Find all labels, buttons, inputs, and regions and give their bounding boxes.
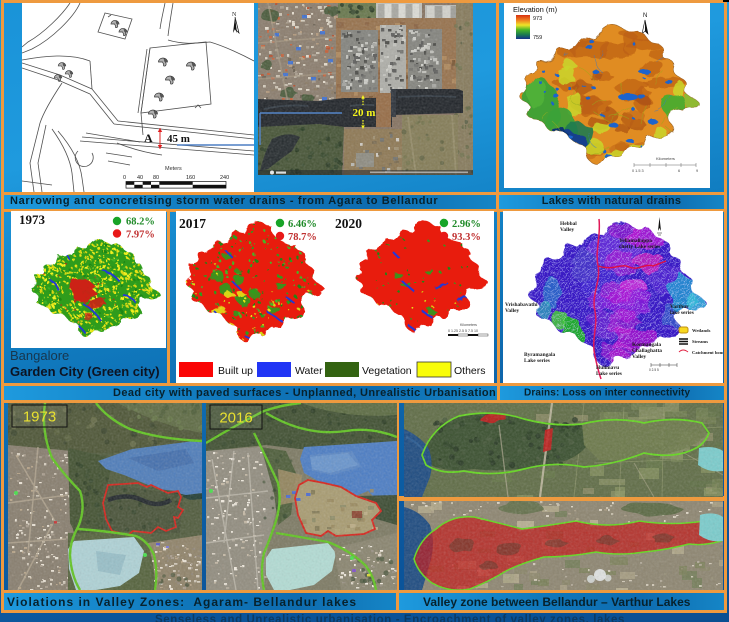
- svg-text:Valley: Valley: [505, 308, 519, 314]
- svg-text:93.3%: 93.3%: [452, 232, 481, 243]
- svg-text:Kormangala: Kormangala: [632, 342, 661, 348]
- svg-text:Wetlands: Wetlands: [692, 328, 711, 333]
- svg-text:2017: 2017: [179, 216, 206, 231]
- svg-text:Water: Water: [295, 365, 323, 377]
- svg-text:N: N: [643, 13, 647, 19]
- svg-text:1973: 1973: [23, 408, 56, 425]
- svg-text:Vegetation: Vegetation: [362, 365, 412, 377]
- svg-text:45 m: 45 m: [167, 133, 190, 145]
- svg-text:20 m: 20 m: [353, 107, 376, 119]
- svg-text:40: 40: [137, 175, 143, 181]
- svg-text:Challaghatta: Challaghatta: [632, 348, 662, 354]
- svg-text:Streams: Streams: [692, 339, 708, 344]
- svg-text:N: N: [232, 12, 237, 18]
- svg-text:240: 240: [220, 175, 229, 181]
- svg-text:2.96%: 2.96%: [452, 219, 481, 230]
- svg-text:973: 973: [533, 16, 542, 22]
- svg-text:Meters: Meters: [165, 166, 182, 172]
- svg-text:Built up: Built up: [218, 365, 253, 377]
- svg-text:759: 759: [533, 35, 542, 41]
- svg-text:Byramangala: Byramangala: [524, 352, 555, 358]
- svg-text:2020: 2020: [335, 216, 362, 231]
- svg-text:chetty Lake series: chetty Lake series: [619, 244, 660, 250]
- svg-text:Valley: Valley: [560, 227, 574, 233]
- svg-text:78.7%: 78.7%: [288, 232, 317, 243]
- svg-text:Kilometers: Kilometers: [656, 156, 675, 161]
- svg-text:0 1.5 3: 0 1.5 3: [632, 169, 644, 173]
- svg-text:Yellamallappa: Yellamallappa: [619, 238, 652, 244]
- svg-text:Valley: Valley: [632, 354, 646, 360]
- svg-text:2016: 2016: [219, 409, 252, 426]
- svg-text:Lake series: Lake series: [596, 371, 622, 377]
- svg-text:80: 80: [153, 175, 159, 181]
- svg-text:lake series: lake series: [670, 310, 694, 316]
- svg-text:Hulimavu: Hulimavu: [596, 365, 619, 371]
- svg-text:Lake series: Lake series: [524, 358, 550, 364]
- svg-text:0: 0: [123, 175, 126, 181]
- svg-text:6.46%: 6.46%: [288, 219, 317, 230]
- svg-text:1973: 1973: [19, 212, 46, 227]
- svg-text:Vrishabavathi: Vrishabavathi: [505, 302, 538, 308]
- svg-text:9: 9: [696, 169, 698, 173]
- svg-text:0 2.5 5: 0 2.5 5: [649, 368, 659, 372]
- svg-text:Catchment boundary: Catchment boundary: [692, 350, 723, 355]
- svg-text:A: A: [144, 131, 153, 145]
- svg-text:6: 6: [678, 169, 680, 173]
- svg-text:Varthur: Varthur: [670, 304, 689, 310]
- svg-text:Others: Others: [454, 365, 486, 377]
- svg-text:7.97%: 7.97%: [126, 230, 155, 241]
- svg-text:Hebbal: Hebbal: [560, 221, 577, 227]
- svg-text:Elevation (m): Elevation (m): [513, 5, 558, 14]
- svg-text:0 1.25 2.5 5 7.5 10: 0 1.25 2.5 5 7.5 10: [448, 329, 478, 333]
- svg-text:160: 160: [186, 175, 195, 181]
- svg-text:Kilometers: Kilometers: [460, 323, 477, 327]
- svg-text:68.2%: 68.2%: [126, 217, 155, 228]
